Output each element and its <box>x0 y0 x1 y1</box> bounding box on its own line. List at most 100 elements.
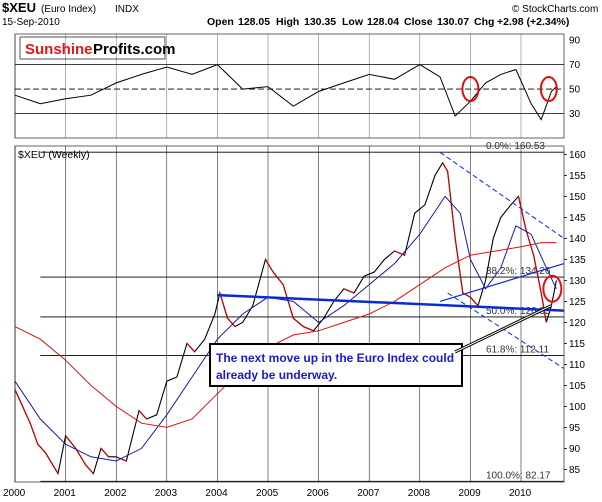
ma_long-line <box>14 242 557 428</box>
price-y-ticks: 85 90 95 100 105 110 115 120 125 130 135 140 145 150 1… <box>564 150 586 476</box>
x-tick-2010: 2010 <box>509 488 532 499</box>
fib-label-0: 0.0%: 160.53 <box>486 141 545 152</box>
y-tick-100: 100 <box>569 402 586 413</box>
price-panel <box>14 145 565 483</box>
price-down-segment-49 <box>447 171 456 239</box>
price-down-segment-6 <box>52 464 59 474</box>
price-down-segment-12 <box>100 447 110 458</box>
callout: The next move up in the Euro Index could… <box>209 304 553 387</box>
y-tick-160: 160 <box>569 150 586 161</box>
high-label: High <box>276 16 299 28</box>
close-value: 130.07 <box>437 16 469 28</box>
close-label: Close <box>404 16 433 28</box>
y-tick-140: 140 <box>569 234 586 245</box>
price-down-segment-34 <box>303 326 314 332</box>
fib-label-4: 100.0%: 82.17 <box>486 470 551 481</box>
y-tick-110: 110 <box>569 360 585 371</box>
y-tick-85: 85 <box>569 465 581 476</box>
y-tick-90: 90 <box>569 444 581 455</box>
y-tick-155: 155 <box>569 171 586 182</box>
rsi-grid <box>15 64 564 114</box>
ma_short-line <box>14 195 557 462</box>
y-tick-150: 150 <box>569 192 586 203</box>
panel-title: $XEU (Weekly) <box>18 149 90 161</box>
fib-label-1: 38.2%: 134.26 <box>486 266 551 277</box>
fib-label-2: 50.0%: 126.35 <box>486 306 551 317</box>
x-ticks: 2000 2001 2002 2003 2004 2005 2006 2007 2008 2009… <box>3 488 532 499</box>
trendlines <box>217 151 565 370</box>
logo-box <box>19 36 166 60</box>
callout-arrow-highlight <box>454 305 552 353</box>
fib-label-3: 61.8%: 112.11 <box>486 345 549 356</box>
rsi-y-ticks: 30 50 70 90 <box>569 36 581 120</box>
price-down-segment-9 <box>75 448 87 466</box>
x-tick-2001: 2001 <box>54 488 77 499</box>
low-value: 128.04 <box>367 16 399 28</box>
chart-date: 15-Sep-2010 <box>2 17 60 28</box>
x-grid <box>14 34 522 482</box>
price-down-segment-1 <box>14 389 24 407</box>
price-down-segment-32 <box>282 284 294 319</box>
price-down-segment-8 <box>65 435 77 449</box>
price-down-segment-50 <box>454 238 464 294</box>
x-tick-2007: 2007 <box>357 488 380 499</box>
trendline-0 <box>217 293 565 312</box>
y-tick-105: 105 <box>569 381 586 392</box>
x-tick-2005: 2005 <box>256 488 279 499</box>
open-label: Open <box>207 16 234 28</box>
low-label: Low <box>342 16 364 28</box>
price-down-segment-52 <box>469 296 479 307</box>
chg-label: Chg <box>474 16 494 28</box>
trendline-3 <box>447 292 565 370</box>
price-down-segment-10 <box>85 464 94 475</box>
price-down-segment-26 <box>227 317 236 328</box>
price-down-segment-31 <box>272 271 284 285</box>
callout-box <box>209 343 463 387</box>
price-down-segment-25 <box>219 292 229 319</box>
callout-line-1: The next move up in the Euro Index could <box>216 351 454 365</box>
open-value: 128.05 <box>238 16 270 28</box>
y-tick-135: 135 <box>569 255 586 266</box>
chg-value: +2.98 (+2.34%) <box>497 16 569 28</box>
price-down-segment-4 <box>37 443 46 454</box>
rsi-tick-90: 90 <box>569 36 581 47</box>
trendline-1 <box>439 263 565 302</box>
price-down-segment-48 <box>442 162 449 172</box>
x-tick-2009: 2009 <box>458 488 481 499</box>
price-down-segment-3 <box>29 422 39 445</box>
price-down-segment-60 <box>533 255 542 294</box>
x-tick-2004: 2004 <box>205 488 228 499</box>
x-tick-2003: 2003 <box>155 488 178 499</box>
high-value: 130.35 <box>304 16 336 28</box>
price-down-segment-16 <box>138 410 148 420</box>
y-tick-115: 115 <box>569 339 585 350</box>
watermark: © StockCharts.com <box>512 4 598 15</box>
price-down-segment-21 <box>186 342 196 353</box>
price-down-segment-33 <box>292 317 304 328</box>
x-tick-2000: 2000 <box>3 488 26 499</box>
x-tick-2006: 2006 <box>307 488 330 499</box>
price-down-segment-58 <box>517 196 527 231</box>
logo-sunshine: Sunshine <box>25 41 93 58</box>
y-tick-125: 125 <box>569 297 586 308</box>
price-down-segment-2 <box>22 406 31 424</box>
ticker-name: (Euro Index) <box>41 4 96 15</box>
y-tick-145: 145 <box>569 213 586 224</box>
rsi-tick-30: 30 <box>569 109 581 120</box>
x-tick-2002: 2002 <box>104 488 127 499</box>
y-tick-95: 95 <box>569 423 581 434</box>
y-tick-130: 130 <box>569 276 586 287</box>
price-down-segment-38 <box>343 288 355 294</box>
x-tick-2008: 2008 <box>408 488 431 499</box>
rsi-line <box>14 64 557 121</box>
logo-profits: Profits.com <box>93 41 176 58</box>
price-down-segment-30 <box>264 259 274 273</box>
ticker-symbol: $XEU <box>2 0 36 15</box>
ticker-exchange: INDX <box>115 4 139 15</box>
callout-line-2: already be underway. <box>216 368 337 382</box>
trendline-2 <box>439 151 565 239</box>
rsi-tick-50: 50 <box>569 85 581 96</box>
price-highlight-circle <box>542 274 563 303</box>
y-tick-120: 120 <box>569 318 586 329</box>
